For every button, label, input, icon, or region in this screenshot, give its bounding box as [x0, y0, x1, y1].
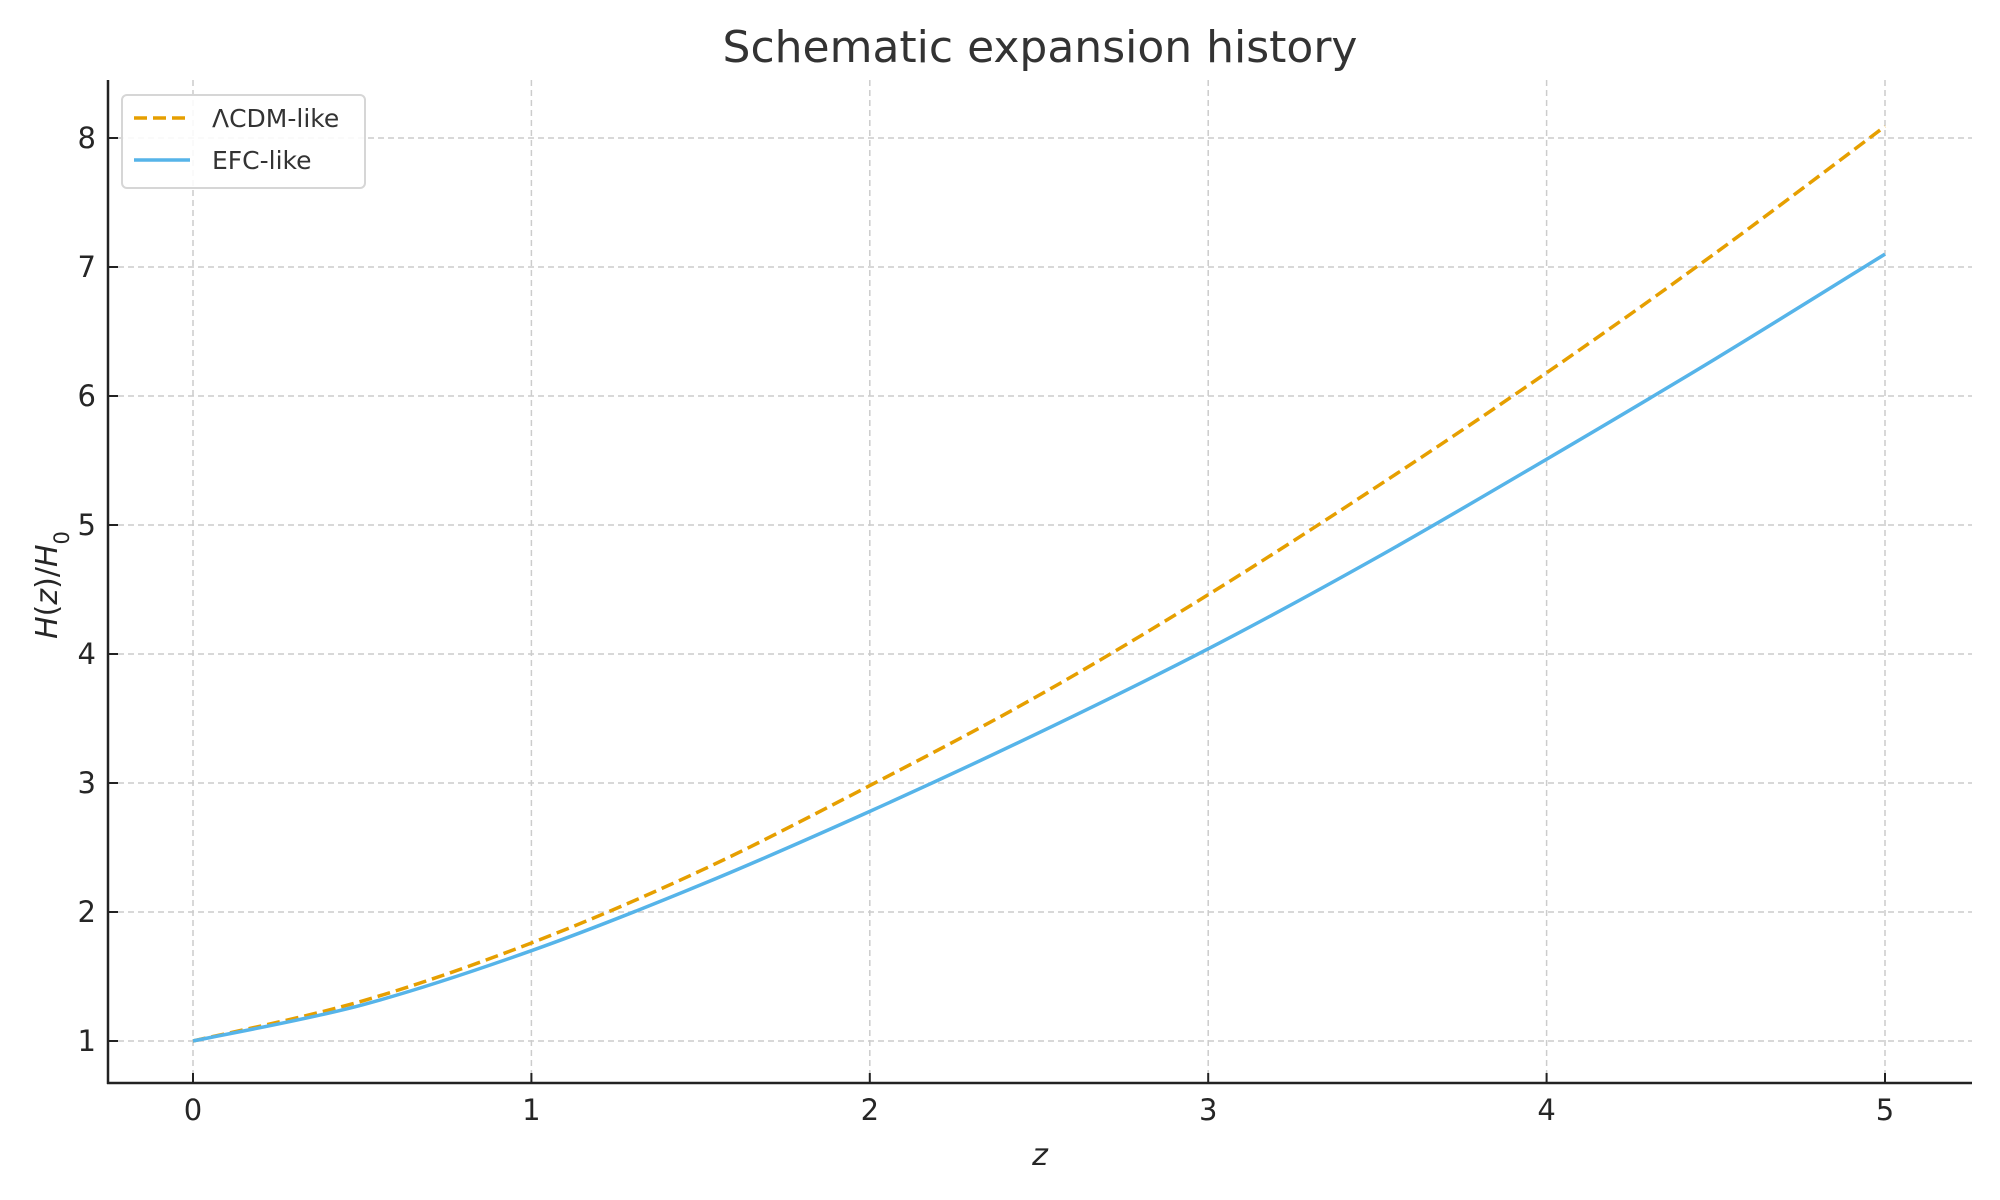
lcdm-line [192, 124, 1887, 1043]
legend: ΛCDM-like EFC-like [121, 94, 366, 189]
y-tick-label: 2 [78, 895, 96, 929]
grid-lines [108, 80, 1972, 1083]
y-tick-label: 1 [78, 1024, 96, 1058]
x-tick-label: 5 [1876, 1093, 1894, 1127]
chart-title: Schematic expansion history [723, 22, 1358, 73]
y-tick-label: 4 [78, 637, 96, 671]
x-axis-label: z [1031, 1138, 1049, 1173]
legend-label-efc: EFC-like [212, 146, 312, 175]
y-tick-label: 6 [78, 379, 96, 413]
x-tick-label: 3 [1199, 1093, 1217, 1127]
efc-line [192, 252, 1886, 1043]
y-tick-label: 7 [78, 250, 96, 284]
y-tick-label: 3 [78, 766, 96, 800]
legend-label-lcdm: ΛCDM-like [212, 104, 339, 133]
plot-lines [192, 124, 1887, 1043]
axes: 0 1 2 3 4 5 1 2 3 4 5 6 7 8 [78, 80, 1972, 1127]
x-tick-label: 0 [184, 1093, 202, 1127]
x-tick-label: 1 [522, 1093, 540, 1127]
y-tick-label: 5 [78, 508, 96, 542]
x-tick-label: 2 [861, 1093, 879, 1127]
x-tick-label: 4 [1537, 1093, 1555, 1127]
y-tick-label: 8 [78, 121, 96, 155]
y-axis-label: H(z)/H0 [30, 531, 74, 639]
